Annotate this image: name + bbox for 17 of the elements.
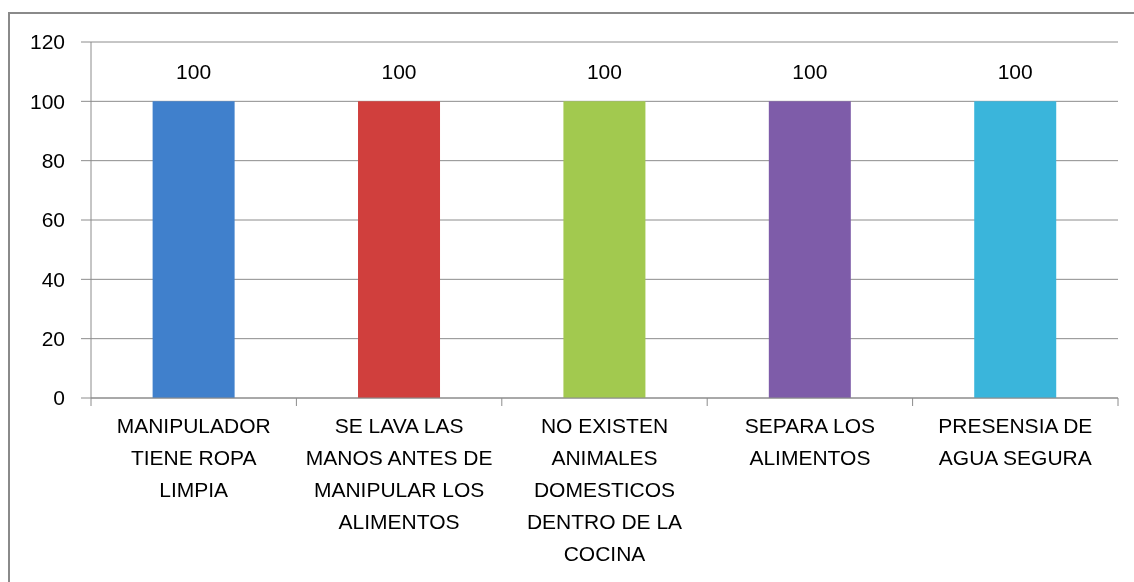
y-tick-label: 120 [29, 30, 65, 54]
y-tick-label: 20 [41, 327, 65, 351]
data-label: 100 [792, 60, 828, 84]
x-tick-label: SEPARA LOS ALIMENTOS [744, 414, 876, 469]
y-tick-label: 100 [29, 89, 65, 113]
y-tick-label: 0 [53, 386, 65, 410]
x-tick-label: SE LAVA LAS MANOS ANTES DE MANIPULAR LOS ALIMENTOS [305, 414, 493, 533]
x-tick-label: PRESENSIA DE AGUA SEGURA [938, 414, 1093, 469]
data-label: 100 [381, 60, 417, 84]
y-tick-label: 80 [41, 149, 65, 173]
data-label: 100 [176, 60, 212, 84]
data-label: 100 [997, 60, 1033, 84]
x-tick-label: NO EXISTEN ANIMALES DOMESTICOS DENTRO DE LA COCINA [526, 414, 683, 565]
y-tick-label: 60 [41, 208, 65, 232]
x-tick-label: MANIPULADOR TIENE ROPA LIMPIA [116, 414, 271, 501]
data-label: 100 [586, 60, 622, 84]
y-tick-label: 40 [41, 267, 65, 291]
